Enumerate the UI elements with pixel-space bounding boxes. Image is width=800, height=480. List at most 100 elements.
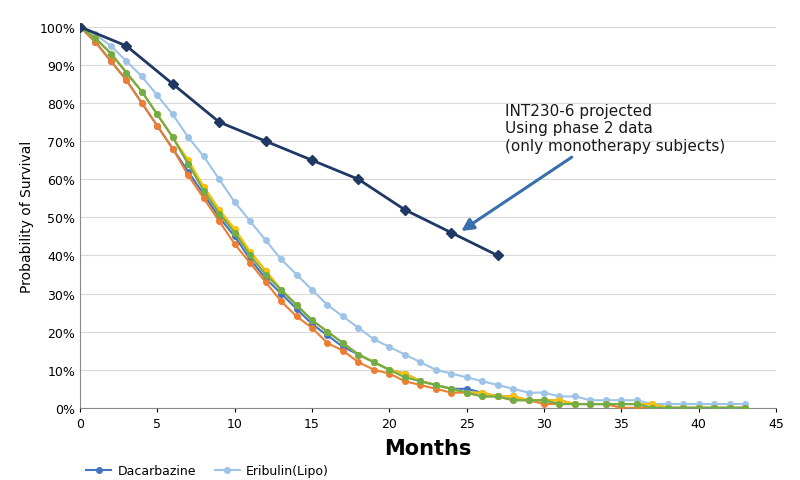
Eribulin bbox=[632, 405, 642, 411]
Pazopanib bbox=[586, 401, 595, 407]
Pazopanib bbox=[322, 329, 332, 335]
Weighted Average (.3 Tr, .3 Pa, .4 Er) bbox=[524, 397, 534, 403]
Weighted Average (.3 Tr, .3 Pa, .4 Er) bbox=[554, 401, 564, 407]
Weighted Average (.3 Tr, .3 Pa, .4 Er) bbox=[122, 71, 131, 76]
Eribulin(Lipo) bbox=[570, 394, 580, 399]
Eribulin bbox=[462, 390, 471, 396]
Eribulin bbox=[168, 146, 178, 152]
Pazopanib bbox=[524, 397, 534, 403]
Pazopanib bbox=[539, 397, 549, 403]
Pazopanib bbox=[153, 112, 162, 118]
Trabectedin bbox=[246, 249, 255, 255]
Trabectedin bbox=[415, 379, 425, 384]
Legend: Dacarbazine, Eribulin, Trabectedin, Pazopanib, Eribulin(Lipo), Weighted Average : Dacarbazine, Eribulin, Trabectedin, Pazo… bbox=[86, 464, 477, 480]
Eribulin(Lipo) bbox=[261, 238, 270, 243]
Eribulin bbox=[446, 390, 456, 396]
Pazopanib bbox=[478, 390, 487, 396]
Eribulin bbox=[338, 348, 348, 354]
Eribulin(Lipo) bbox=[322, 302, 332, 308]
Weighted Average (.3 Tr, .3 Pa, .4 Er) bbox=[446, 386, 456, 392]
Eribulin bbox=[106, 59, 116, 65]
Trabectedin bbox=[338, 340, 348, 346]
Pazopanib bbox=[710, 405, 719, 411]
Eribulin bbox=[90, 40, 100, 46]
Eribulin(Lipo) bbox=[122, 59, 131, 65]
Dacarbazine bbox=[647, 401, 657, 407]
Eribulin bbox=[647, 405, 657, 411]
Dacarbazine bbox=[246, 257, 255, 263]
Eribulin bbox=[122, 78, 131, 84]
Eribulin(Lipo) bbox=[385, 344, 394, 350]
Dacarbazine bbox=[183, 169, 193, 175]
Trabectedin bbox=[663, 405, 673, 411]
Eribulin(Lipo) bbox=[462, 375, 471, 381]
Line: Eribulin(Lipo): Eribulin(Lipo) bbox=[78, 25, 748, 407]
Pazopanib bbox=[632, 401, 642, 407]
Dacarbazine bbox=[508, 394, 518, 399]
Pazopanib bbox=[354, 352, 363, 358]
Eribulin bbox=[725, 405, 734, 411]
Pazopanib bbox=[276, 287, 286, 293]
Eribulin bbox=[508, 397, 518, 403]
Pazopanib bbox=[694, 405, 703, 411]
Dacarbazine bbox=[322, 333, 332, 339]
Weighted Average (.3 Tr, .3 Pa, .4 Er) bbox=[632, 401, 642, 407]
Eribulin(Lipo) bbox=[90, 33, 100, 38]
Trabectedin bbox=[508, 394, 518, 399]
Eribulin bbox=[617, 405, 626, 411]
Eribulin bbox=[710, 405, 719, 411]
Pazopanib bbox=[183, 158, 193, 164]
Weighted Average (.3 Tr, .3 Pa, .4 Er) bbox=[586, 401, 595, 407]
Dacarbazine bbox=[214, 215, 224, 221]
Dacarbazine bbox=[307, 322, 317, 327]
Dacarbazine bbox=[153, 124, 162, 130]
Dacarbazine bbox=[694, 405, 703, 411]
Eribulin bbox=[75, 25, 85, 31]
Eribulin bbox=[276, 299, 286, 304]
Trabectedin bbox=[137, 90, 146, 96]
Weighted Average (.3 Tr, .3 Pa, .4 Er) bbox=[261, 272, 270, 278]
Weighted Average (.3 Tr, .3 Pa, .4 Er) bbox=[539, 397, 549, 403]
Pazopanib bbox=[740, 405, 750, 411]
Trabectedin bbox=[632, 401, 642, 407]
Eribulin(Lipo) bbox=[663, 401, 673, 407]
Weighted Average (.3 Tr, .3 Pa, .4 Er) bbox=[617, 401, 626, 407]
INT230-6 modeled from P2 data bbox=[122, 44, 131, 50]
Eribulin(Lipo) bbox=[354, 325, 363, 331]
Eribulin(Lipo) bbox=[292, 272, 302, 278]
Trabectedin bbox=[230, 230, 239, 236]
Pazopanib bbox=[617, 401, 626, 407]
Pazopanib bbox=[647, 401, 657, 407]
Weighted Average (.3 Tr, .3 Pa, .4 Er) bbox=[725, 405, 734, 411]
Eribulin(Lipo) bbox=[168, 112, 178, 118]
Eribulin(Lipo) bbox=[183, 135, 193, 141]
Dacarbazine bbox=[524, 397, 534, 403]
Trabectedin bbox=[694, 405, 703, 411]
Eribulin(Lipo) bbox=[694, 401, 703, 407]
Eribulin(Lipo) bbox=[617, 397, 626, 403]
Eribulin(Lipo) bbox=[338, 314, 348, 320]
Trabectedin bbox=[292, 302, 302, 308]
Eribulin bbox=[292, 314, 302, 320]
Weighted Average (.3 Tr, .3 Pa, .4 Er) bbox=[354, 352, 363, 358]
Eribulin bbox=[369, 367, 378, 373]
Weighted Average (.3 Tr, .3 Pa, .4 Er) bbox=[322, 329, 332, 335]
Pazopanib bbox=[570, 401, 580, 407]
Eribulin bbox=[663, 405, 673, 411]
Dacarbazine bbox=[415, 379, 425, 384]
Dacarbazine bbox=[740, 405, 750, 411]
Pazopanib bbox=[601, 401, 610, 407]
Text: INT230-6 projected
Using phase 2 data
(only monotherapy subjects): INT230-6 projected Using phase 2 data (o… bbox=[464, 104, 726, 229]
Eribulin(Lipo) bbox=[524, 390, 534, 396]
Eribulin(Lipo) bbox=[740, 401, 750, 407]
Dacarbazine bbox=[554, 397, 564, 403]
Pazopanib bbox=[462, 390, 471, 396]
Dacarbazine bbox=[617, 401, 626, 407]
Eribulin(Lipo) bbox=[493, 382, 502, 388]
Eribulin(Lipo) bbox=[508, 386, 518, 392]
Eribulin(Lipo) bbox=[539, 390, 549, 396]
Eribulin(Lipo) bbox=[678, 401, 688, 407]
Dacarbazine bbox=[338, 344, 348, 350]
Eribulin bbox=[214, 219, 224, 225]
Weighted Average (.3 Tr, .3 Pa, .4 Er) bbox=[307, 318, 317, 324]
